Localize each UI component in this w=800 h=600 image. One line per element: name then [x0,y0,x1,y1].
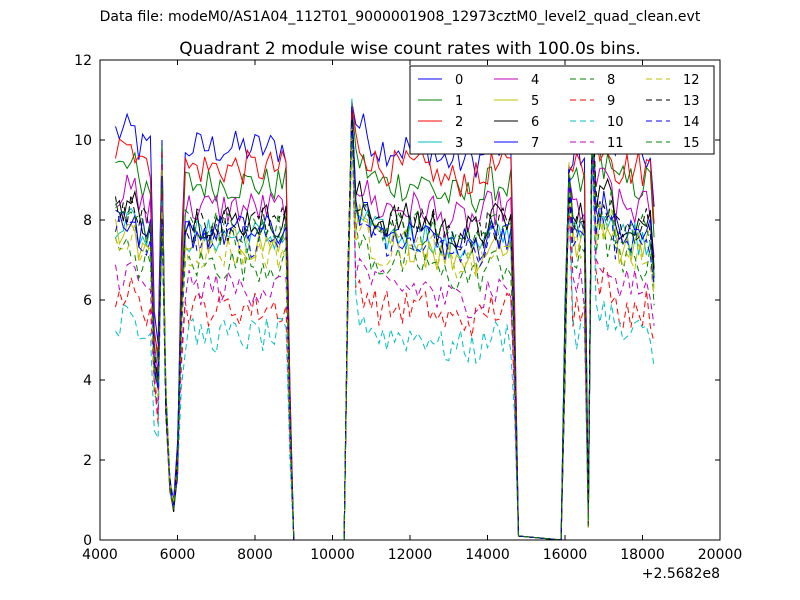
legend-box [409,65,715,155]
series-line-9 [115,104,655,541]
y-tick-label-0: 0 [83,533,92,549]
legend-label-11: 11 [607,136,624,151]
series-line-4 [115,113,655,541]
chart-title: Quadrant 2 module wise count rates with … [179,39,640,59]
x-tick-label-4: 12000 [388,547,433,563]
x-tick-label-1: 6000 [160,547,196,563]
x-tick-label-6: 16000 [543,547,588,563]
legend-label-12: 12 [683,73,700,88]
legend-label-3: 3 [455,136,463,151]
legend-label-1: 1 [455,94,463,109]
axis-ticks: 4000 6000 8000 10000 12000 14000 16000 18000 200… [74,53,742,563]
legend-label-10: 10 [607,115,624,130]
x-tick-label-0: 4000 [82,547,118,563]
legend-label-14: 14 [683,115,700,130]
y-tick-label-2: 4 [83,373,92,389]
plot-area [115,92,655,541]
figure-suptitle: Data file: modeM0/AS1A04_112T01_90000019… [99,9,701,25]
series-line-11 [115,122,655,541]
x-tick-label-5: 14000 [465,547,510,563]
x-tick-label-8: 20000 [698,547,743,563]
series-line-14 [115,125,655,541]
x-offset-label: +2.5682e8 [642,566,720,582]
y-tick-label-6: 12 [74,53,92,69]
series-line-15 [115,131,655,541]
y-tick-label-3: 6 [83,293,92,309]
series-line-2 [115,100,655,541]
y-tick-label-4: 8 [83,213,92,229]
series-line-1 [115,105,655,541]
legend-label-15: 15 [683,136,700,151]
legend-label-8: 8 [607,73,615,88]
series-line-5 [115,114,655,541]
y-tick-label-1: 2 [83,453,92,469]
x-tick-label-2: 8000 [237,547,273,563]
x-tick-label-3: 10000 [310,547,355,563]
y-tick-label-5: 10 [74,133,92,149]
legend-label-7: 7 [531,136,539,151]
legend-label-6: 6 [531,115,539,130]
legend-label-5: 5 [531,94,539,109]
legend-label-13: 13 [683,94,700,109]
series-line-7 [115,106,655,541]
legend-label-4: 4 [531,73,539,88]
series-line-8 [115,115,655,541]
legend-label-2: 2 [455,115,463,130]
series-line-10 [115,123,655,541]
x-tick-label-7: 18000 [620,547,665,563]
legend-label-0: 0 [455,73,463,88]
series-line-6 [115,102,655,541]
series-line-12 [115,102,655,541]
legend-label-9: 9 [607,94,615,109]
